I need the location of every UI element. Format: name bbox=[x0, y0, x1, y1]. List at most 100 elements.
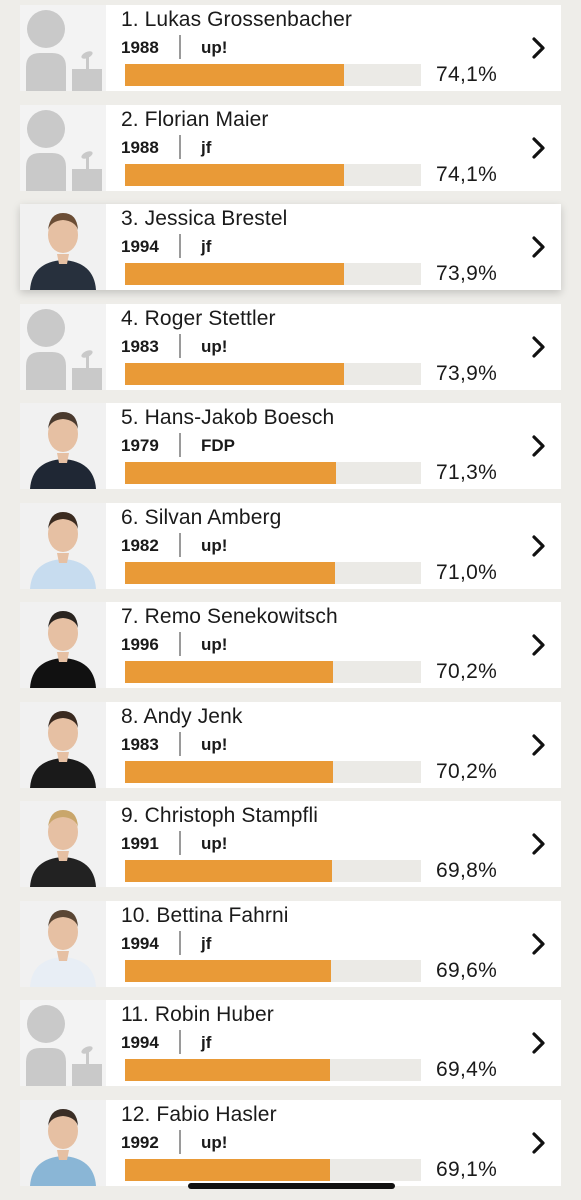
placeholder-person-icon bbox=[20, 105, 106, 191]
birth-year: 1988 bbox=[121, 138, 159, 157]
divider bbox=[179, 533, 181, 557]
chevron-right-icon[interactable] bbox=[528, 433, 550, 459]
match-bar-fill bbox=[125, 761, 333, 783]
divider bbox=[179, 732, 181, 756]
party-label: FDP bbox=[201, 436, 235, 455]
candidate-name: 7. Remo Senekowitsch bbox=[121, 605, 338, 628]
divider bbox=[179, 135, 181, 159]
match-percent: 69,1% bbox=[436, 1158, 498, 1181]
birth-year: 1994 bbox=[121, 1033, 159, 1052]
divider bbox=[179, 334, 181, 358]
party-label: jf bbox=[201, 1033, 212, 1052]
match-percent: 74,1% bbox=[436, 63, 498, 86]
match-percent: 70,2% bbox=[436, 760, 498, 783]
candidate-card[interactable]: 9. Christoph Stampfli 1991 up! 69,8% bbox=[20, 801, 561, 887]
match-bar-fill bbox=[125, 263, 344, 285]
match-bar-fill bbox=[125, 960, 332, 982]
divider bbox=[179, 1030, 181, 1054]
candidate-name: 10. Bettina Fahrni bbox=[121, 904, 289, 927]
candidate-photo bbox=[20, 204, 106, 290]
match-percent: 73,9% bbox=[436, 362, 498, 385]
candidate-name: 9. Christoph Stampfli bbox=[121, 804, 319, 827]
chevron-right-icon[interactable] bbox=[528, 732, 550, 758]
candidate-card[interactable]: 1. Lukas Grossenbacher 1988 up! 74,1% bbox=[20, 5, 561, 91]
candidate-name: 6. Silvan Amberg bbox=[121, 506, 282, 529]
chevron-right-icon[interactable] bbox=[528, 931, 550, 957]
divider bbox=[179, 35, 181, 59]
candidate-card[interactable]: 12. Fabio Hasler 1992 up! 69,1% bbox=[20, 1100, 561, 1186]
home-indicator[interactable] bbox=[188, 1183, 395, 1189]
birth-year: 1994 bbox=[121, 237, 159, 256]
divider bbox=[179, 931, 181, 955]
divider bbox=[179, 831, 181, 855]
party-label: up! bbox=[201, 536, 228, 555]
chevron-right-icon[interactable] bbox=[528, 1130, 550, 1156]
candidate-photo bbox=[20, 702, 106, 788]
birth-year: 1979 bbox=[121, 436, 159, 455]
chevron-right-icon[interactable] bbox=[528, 234, 550, 260]
chevron-right-icon[interactable] bbox=[528, 533, 550, 559]
party-label: up! bbox=[201, 635, 228, 654]
candidate-name: 2. Florian Maier bbox=[121, 108, 269, 131]
candidate-name: 5. Hans-Jakob Boesch bbox=[121, 406, 335, 429]
candidate-name: 3. Jessica Brestel bbox=[121, 207, 288, 230]
candidate-name: 11. Robin Huber bbox=[121, 1003, 274, 1026]
candidate-card[interactable]: 2. Florian Maier 1988 jf 74,1% bbox=[20, 105, 561, 191]
divider bbox=[179, 632, 181, 656]
candidate-photo bbox=[20, 602, 106, 688]
chevron-right-icon[interactable] bbox=[528, 632, 550, 658]
party-label: jf bbox=[201, 138, 212, 157]
candidate-card[interactable]: 6. Silvan Amberg 1982 up! 71,0% bbox=[20, 503, 561, 589]
candidate-card[interactable]: 4. Roger Stettler 1983 up! 73,9% bbox=[20, 304, 561, 390]
match-bar-fill bbox=[125, 64, 345, 86]
candidate-photo bbox=[20, 403, 106, 489]
match-percent: 73,9% bbox=[436, 262, 498, 285]
divider bbox=[179, 433, 181, 457]
party-label: up! bbox=[201, 38, 228, 57]
match-bar bbox=[125, 363, 421, 385]
chevron-right-icon[interactable] bbox=[528, 135, 550, 161]
candidate-name: 8. Andy Jenk bbox=[121, 705, 243, 728]
match-percent: 71,0% bbox=[436, 561, 498, 584]
candidate-card[interactable]: 7. Remo Senekowitsch 1996 up! 70,2% bbox=[20, 602, 561, 688]
candidate-card[interactable]: 8. Andy Jenk 1983 up! 70,2% bbox=[20, 702, 561, 788]
placeholder-person-icon bbox=[20, 5, 106, 91]
birth-year: 1991 bbox=[121, 834, 159, 853]
chevron-right-icon[interactable] bbox=[528, 35, 550, 61]
match-percent: 69,4% bbox=[436, 1058, 498, 1081]
match-percent: 74,1% bbox=[436, 163, 498, 186]
match-bar-fill bbox=[125, 661, 333, 683]
match-bar-fill bbox=[125, 1159, 330, 1181]
birth-year: 1994 bbox=[121, 934, 159, 953]
candidate-card[interactable]: 5. Hans-Jakob Boesch 1979 FDP 71,3% bbox=[20, 403, 561, 489]
match-bar bbox=[125, 562, 421, 584]
match-percent: 71,3% bbox=[436, 461, 498, 484]
party-label: up! bbox=[201, 834, 228, 853]
candidate-photo bbox=[20, 1100, 106, 1186]
match-bar bbox=[125, 960, 421, 982]
match-bar-fill bbox=[125, 164, 345, 186]
party-label: jf bbox=[201, 237, 212, 256]
match-percent: 69,6% bbox=[436, 959, 498, 982]
candidate-card[interactable]: 10. Bettina Fahrni 1994 jf 69,6% bbox=[20, 901, 561, 987]
match-bar-fill bbox=[125, 860, 332, 882]
match-bar bbox=[125, 1059, 421, 1081]
candidate-card[interactable]: 3. Jessica Brestel 1994 jf 73,9% bbox=[20, 204, 561, 290]
match-bar bbox=[125, 64, 421, 86]
match-bar bbox=[125, 462, 421, 484]
match-bar bbox=[125, 263, 421, 285]
chevron-right-icon[interactable] bbox=[528, 1030, 550, 1056]
placeholder-person-icon bbox=[20, 1000, 106, 1086]
chevron-right-icon[interactable] bbox=[528, 831, 550, 857]
match-bar bbox=[125, 1159, 421, 1181]
candidate-photo bbox=[20, 801, 106, 887]
divider bbox=[179, 234, 181, 258]
birth-year: 1996 bbox=[121, 635, 159, 654]
party-label: jf bbox=[201, 934, 212, 953]
birth-year: 1982 bbox=[121, 536, 159, 555]
candidate-card[interactable]: 11. Robin Huber 1994 jf 69,4% bbox=[20, 1000, 561, 1086]
chevron-right-icon[interactable] bbox=[528, 334, 550, 360]
match-percent: 69,8% bbox=[436, 859, 498, 882]
match-bar-fill bbox=[125, 363, 344, 385]
